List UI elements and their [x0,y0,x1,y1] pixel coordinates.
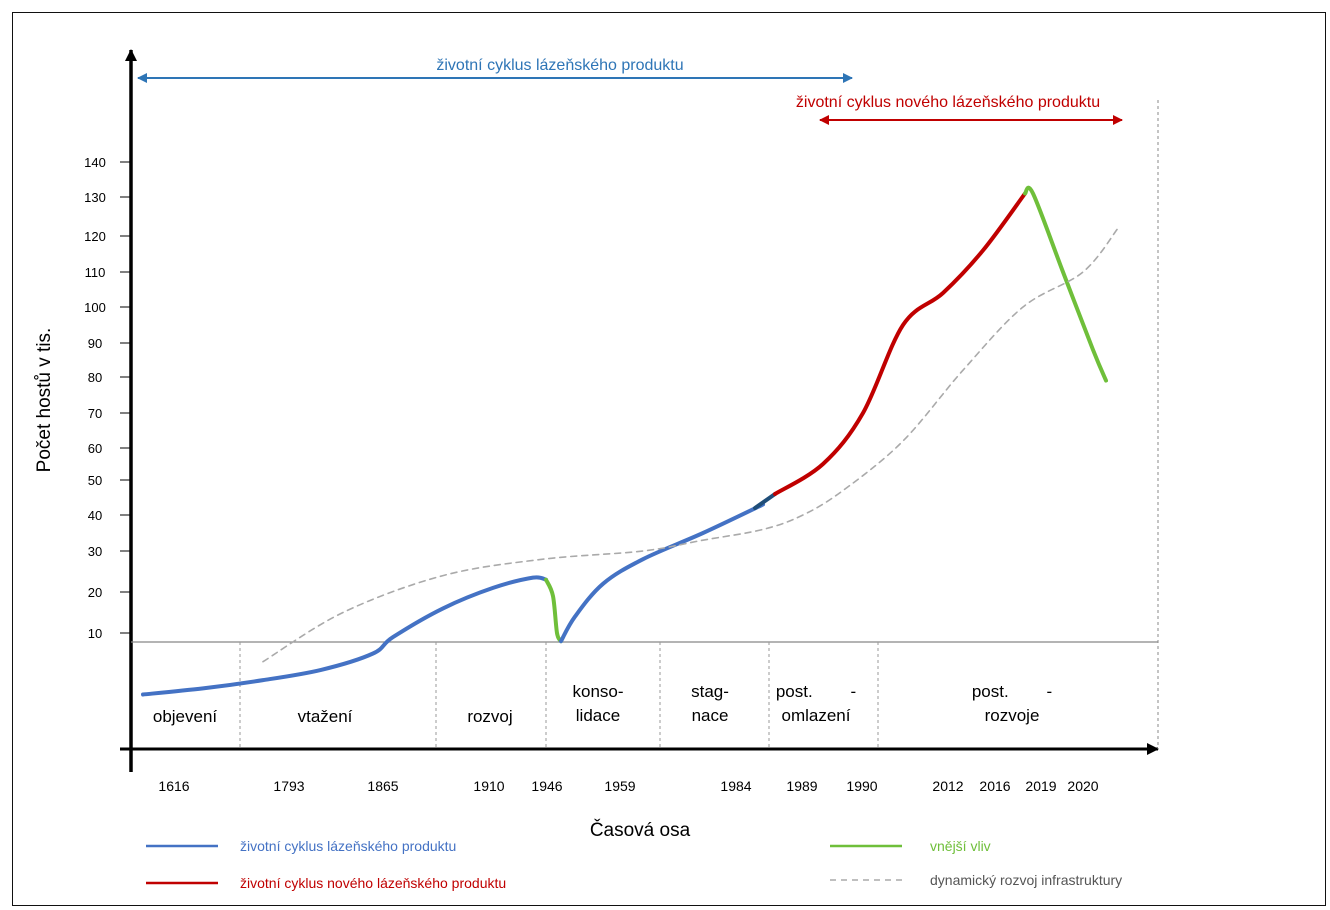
x-tick-label: 2019 [1025,778,1056,794]
x-tick-label: 1990 [846,778,877,794]
y-tick-label: 40 [88,508,102,523]
phase-label: rozvoj [467,707,512,726]
x-tick-label: 2012 [932,778,963,794]
new-product-arrow-label: životní cyklus nového lázeňského produkt… [796,94,1100,111]
legend: životní cyklus lázeňského produktu životn… [146,838,1122,891]
x-axis-title: Časová osa [590,819,691,841]
legend-label: životní cyklus lázeňského produktu [240,838,456,854]
x-tick-label: 2020 [1067,778,1098,794]
series-lines [141,185,1119,697]
series-line [544,577,563,644]
y-tick-label: 120 [84,229,106,244]
x-tick-label: 2016 [979,778,1010,794]
y-tick-label: 90 [88,336,102,351]
legend-label: vnější vliv [930,838,991,854]
legend-label: životní cyklus nového lázeňského produkt… [240,875,506,891]
x-tick-label: 1910 [473,778,504,794]
x-tick-label: 1616 [158,778,189,794]
y-tick-label: 30 [88,544,102,559]
x-tick-label: 1984 [720,778,751,794]
x-tick-label: 1946 [531,778,562,794]
y-tick-label: 100 [84,300,106,315]
y-tick-label: 70 [88,406,102,421]
y-tick-label: 80 [88,370,102,385]
y-tick-label: 50 [88,473,102,488]
legend-label: dynamický rozvoj infrastruktury [930,872,1122,888]
x-tick-label: 1865 [367,778,398,794]
phase-label: stag-nace [691,682,729,725]
phase-labels: objevení vtažení rozvoj konso-lidace stag-na… [153,642,1052,749]
y-tick-label: 130 [84,190,106,205]
phase-label: vtažení [298,707,353,726]
y-tick-label: 10 [88,626,102,641]
y-tick-label: 60 [88,441,102,456]
series-line [141,575,548,697]
series-line [773,191,1027,496]
y-tick-label: 140 [84,155,106,170]
series-line [559,502,765,644]
y-tick-label: 20 [88,585,102,600]
y-tick-labels: 10 20 30 40 50 60 70 80 90 100 110 120 130 140 [84,155,131,641]
y-tick-label: 110 [85,265,106,280]
x-tick-label: 1989 [786,778,817,794]
series-line [1023,185,1108,383]
series-line [262,227,1119,663]
phase-label: post. -rozvoje [972,682,1052,725]
x-tick-label: 1959 [604,778,635,794]
x-tick-labels: 1616 1793 1865 1910 1946 1959 1984 1989 1990 2012… [158,778,1098,794]
phase-label: post. -omlazení [776,682,856,725]
series-line [753,492,777,510]
y-axis-title: Počet hostů v tis. [34,328,55,473]
x-tick-label: 1793 [273,778,304,794]
phase-label: konso-lidace [572,682,623,725]
chart-frame [12,12,1326,906]
old-product-arrow-label: životní cyklus lázeňského produktu [436,57,683,74]
phase-label: objevení [153,707,218,726]
